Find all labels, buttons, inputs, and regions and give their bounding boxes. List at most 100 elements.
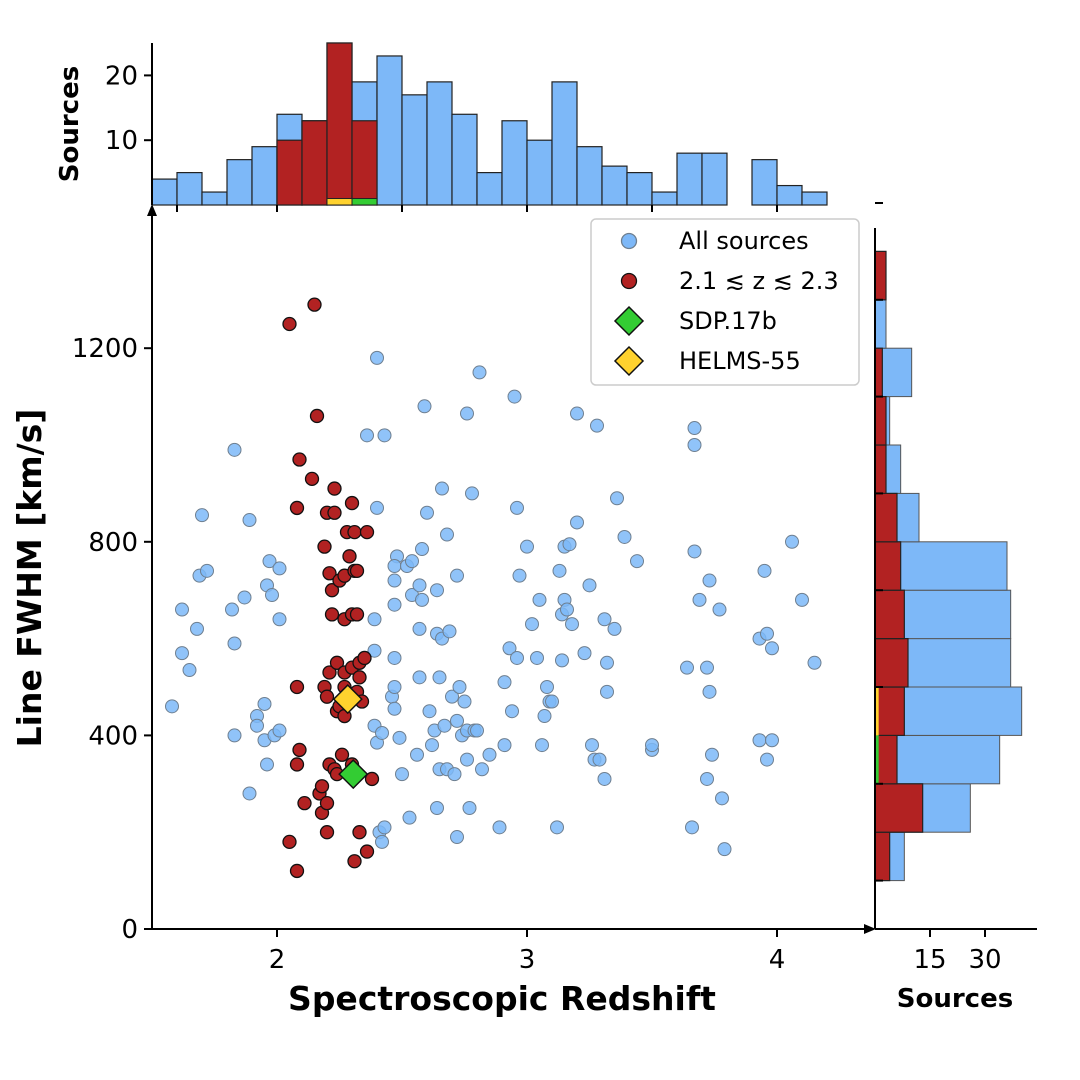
top-hist-bar-all xyxy=(476,172,503,206)
y-tick-label: 400 xyxy=(88,721,138,751)
top-hist-bar-subset xyxy=(276,139,303,206)
right-hist-bar-subset xyxy=(874,541,902,591)
scatter-point-all-sources xyxy=(680,660,694,675)
scatter-point-subset xyxy=(319,689,335,704)
top-hist-bar-all xyxy=(801,191,828,206)
scatter-point-all-sources xyxy=(582,578,597,593)
scatter-point-all-sources xyxy=(700,660,714,675)
scatter-point-all-sources xyxy=(510,500,524,515)
top-hist-bar-all xyxy=(551,81,578,206)
scatter-point-subset xyxy=(364,771,380,787)
scatter-point-all-sources xyxy=(795,592,809,607)
scatter-point-all-sources xyxy=(377,820,392,835)
scatter-point-all-sources xyxy=(375,834,389,849)
legend-marker xyxy=(620,232,638,250)
scatter-point-subset xyxy=(352,825,367,840)
scatter-point-all-sources xyxy=(505,704,519,719)
scatter-point-all-sources xyxy=(237,590,252,605)
scatter-point-all-sources xyxy=(360,428,374,443)
scatter-point-all-sources xyxy=(417,399,432,414)
top-hist-bar-subset xyxy=(301,120,328,206)
legend-marker xyxy=(620,272,638,290)
legend-label: HELMS-55 xyxy=(679,347,801,375)
top-hist-bar-all xyxy=(426,81,453,206)
right-hist-bar-subset xyxy=(874,686,905,737)
scatter-point-all-sources xyxy=(687,421,702,436)
scatter-point-subset xyxy=(289,500,305,516)
scatter-point-all-sources xyxy=(242,513,257,528)
scatter-point-all-sources xyxy=(705,747,719,762)
scatter-point-all-sources xyxy=(442,624,457,639)
scatter-point-all-sources xyxy=(420,505,434,520)
scatter-point-all-sources xyxy=(700,771,714,786)
top-hist-bar-all xyxy=(226,159,253,206)
top-hist-bar-all xyxy=(201,191,228,206)
scatter-point-all-sources xyxy=(387,559,402,573)
top-hist-bar-highlight xyxy=(326,198,353,206)
scatter-point-all-sources xyxy=(600,655,614,670)
scatter-point-all-sources xyxy=(392,730,407,745)
top-hist-bar-all xyxy=(376,55,403,206)
scatter-point-all-sources xyxy=(412,670,427,685)
scatter-point-all-sources xyxy=(765,641,779,656)
scatter-point-subset xyxy=(324,583,340,598)
right-hist-bar-highlight xyxy=(875,687,879,736)
marker-sdp17b xyxy=(338,759,369,790)
top-hist-bar-all xyxy=(526,139,553,206)
scatter-point-subset xyxy=(347,524,362,540)
scatter-point-all-sources xyxy=(497,738,512,753)
scatter-point-all-sources xyxy=(535,738,549,753)
scatter-point-subset xyxy=(289,679,305,695)
top-hist-y-axis-title: Sources xyxy=(55,66,85,182)
scatter-point-subset xyxy=(282,316,297,332)
scatter-point-all-sources xyxy=(570,406,584,421)
scatter-point-all-sources xyxy=(510,650,524,665)
scatter-point-all-sources xyxy=(432,670,447,685)
top-hist-bar-all xyxy=(176,172,203,206)
scatter-point-all-sources xyxy=(715,791,729,806)
scatter-point-subset xyxy=(292,452,307,467)
right-hist-bar-highlight xyxy=(875,735,879,784)
scatter-point-all-sources xyxy=(227,442,242,457)
scatter-point-all-sources xyxy=(472,365,487,380)
scatter-point-subset xyxy=(319,796,335,811)
scatter-point-all-sources xyxy=(410,747,424,762)
scatter-point-all-sources xyxy=(412,578,427,593)
scatter-point-subset xyxy=(304,471,320,487)
right-hist-bar-subset xyxy=(874,831,891,882)
scatter-point-all-sources xyxy=(415,592,429,607)
x-tick-label: 2 xyxy=(269,945,286,975)
scatter-point-all-sources xyxy=(537,709,552,724)
scatter-point-all-sources xyxy=(597,612,612,627)
scatter-point-subset xyxy=(319,825,335,840)
scatter-point-all-sources xyxy=(175,646,189,661)
scatter-point-all-sources xyxy=(395,767,409,782)
scatter-point-all-sources xyxy=(445,689,459,704)
scatter-point-all-sources xyxy=(752,733,767,748)
scatter-point-all-sources xyxy=(687,544,702,559)
scatter-point-all-sources xyxy=(265,588,279,603)
scatter-point-subset xyxy=(347,854,362,869)
legend: All sources 2.1 ≲ z ≲ 2.3 SDP.17b HELMS-55 xyxy=(590,218,860,386)
top-hist-bar-all xyxy=(751,159,778,206)
top-hist-bar-all xyxy=(501,120,528,206)
scatter-point-all-sources xyxy=(402,810,417,825)
scatter-point-all-sources xyxy=(460,752,474,767)
scatter-point-all-sources xyxy=(687,438,702,452)
scatter-point-all-sources xyxy=(597,771,612,786)
scatter-point-all-sources xyxy=(757,563,772,578)
right-hist-x-axis-title: Sources xyxy=(897,984,1013,1014)
scatter-point-all-sources xyxy=(450,568,464,583)
x-axis-title: Spectroscopic Redshift xyxy=(288,979,716,1018)
scatter-point-all-sources xyxy=(607,621,622,636)
scatter-point-all-sources xyxy=(502,641,517,656)
scatter-point-all-sources xyxy=(422,704,437,719)
top-hist-bar-all xyxy=(676,152,703,206)
scatter-point-all-sources xyxy=(520,539,534,554)
top-hist-bar-all xyxy=(151,178,178,206)
top-hist-bar-all xyxy=(601,165,628,206)
scatter-point-all-sources xyxy=(227,728,242,743)
top-hist-bar-all xyxy=(776,184,803,206)
scatter-point-subset xyxy=(327,505,342,520)
